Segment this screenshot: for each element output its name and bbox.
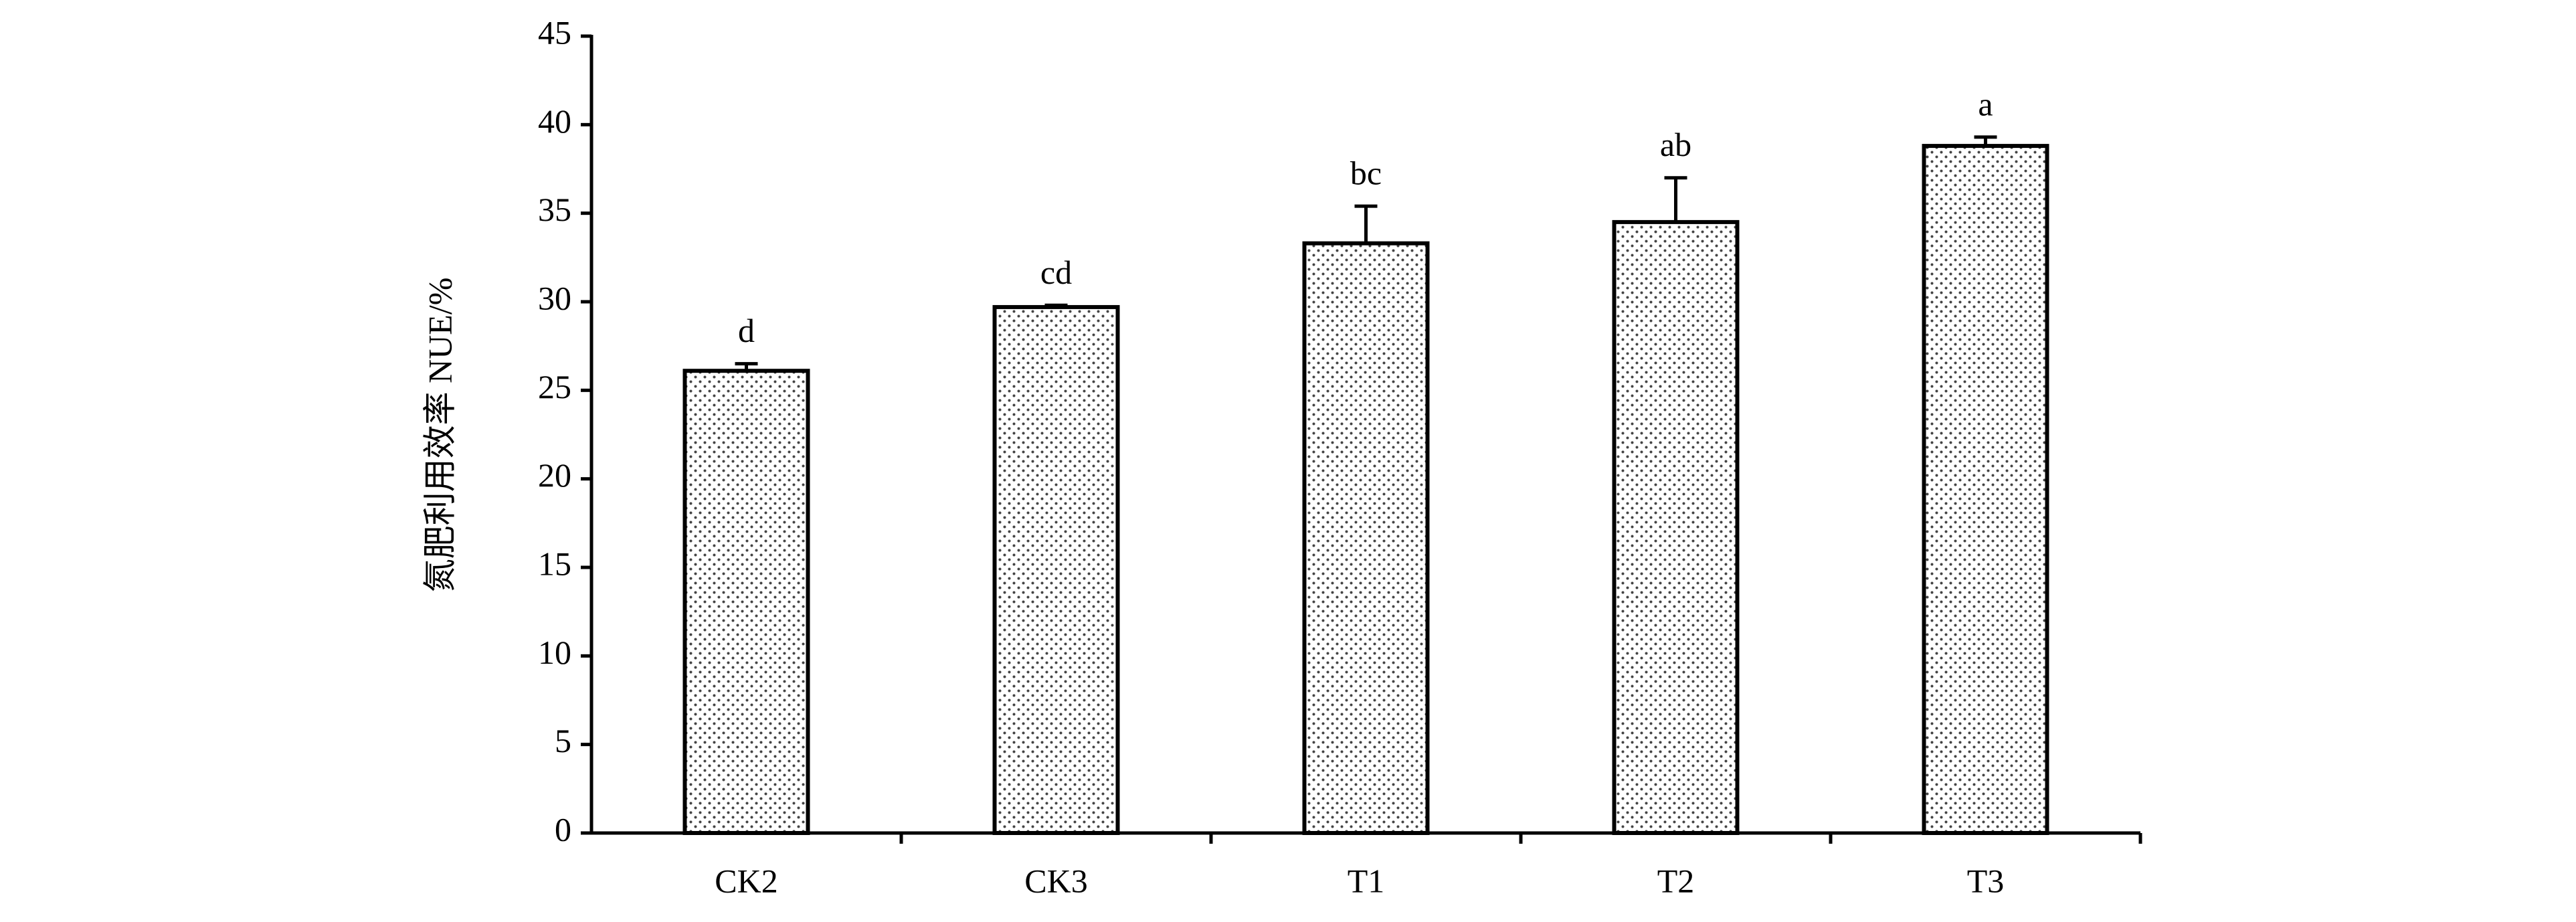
x-tick-label: CK2: [715, 862, 777, 899]
x-tick-label: CK3: [1024, 862, 1087, 899]
y-tick-label: 20: [538, 456, 571, 494]
x-tick-label: T1: [1348, 862, 1385, 899]
y-tick-label: 35: [538, 191, 571, 228]
y-tick-label: 45: [538, 13, 571, 51]
significance-label: cd: [1040, 254, 1072, 291]
bar: [1612, 219, 1740, 835]
y-tick-label: 30: [538, 279, 571, 316]
y-tick-label: 40: [538, 102, 571, 140]
x-tick-label: T3: [1967, 862, 2005, 899]
significance-label: bc: [1350, 155, 1382, 192]
y-tick-label: 5: [555, 722, 571, 759]
significance-label: d: [738, 312, 755, 349]
bar: [1922, 144, 2049, 835]
y-tick-label: 0: [555, 810, 571, 848]
y-tick-label: 10: [538, 634, 571, 671]
significance-label: ab: [1660, 126, 1691, 163]
y-tick-label: 25: [538, 368, 571, 405]
y-tick-label: 15: [538, 545, 571, 582]
significance-label: a: [1978, 85, 1993, 122]
bar: [682, 369, 810, 835]
x-tick-label: T2: [1657, 862, 1695, 899]
bar: [992, 304, 1120, 835]
bar: [1302, 241, 1430, 836]
y-axis-label: 氮肥利用效率 NUE/%: [421, 278, 458, 593]
